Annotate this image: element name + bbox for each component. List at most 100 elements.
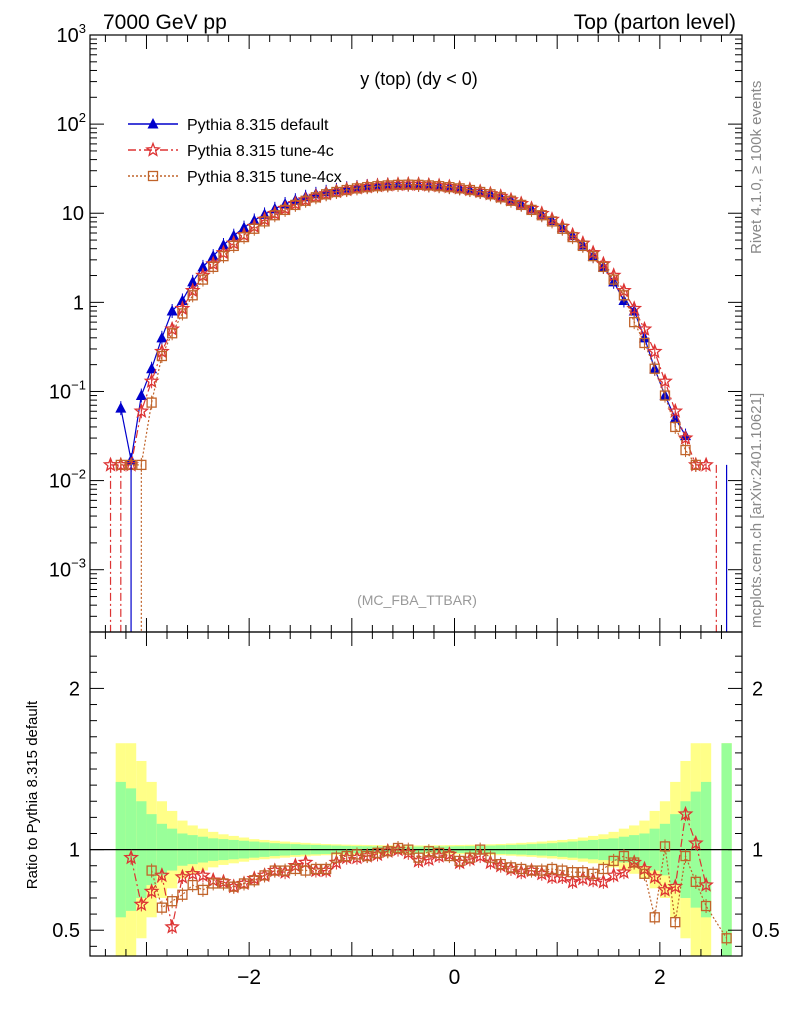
ratio-ylabel: Ratio to Pythia 8.315 default bbox=[24, 700, 41, 889]
ratio-tune-4c-point bbox=[605, 867, 622, 883]
ratio-plot-panel: Ratio to Pythia 8.315 default bbox=[24, 700, 742, 956]
ratio-tune-4cx-point bbox=[608, 855, 619, 867]
rivet-label: Rivet 4.1.0, ≥ 100k events bbox=[748, 81, 765, 254]
main-tune-4c-point bbox=[143, 372, 160, 389]
ratio-tune-4cx-series bbox=[146, 839, 732, 946]
ratio-tune-4cx-point bbox=[516, 863, 527, 875]
main-ytick-label: 1 bbox=[73, 292, 84, 314]
ratio-tune-4cx-point bbox=[526, 865, 537, 876]
main-tune-4cx-point bbox=[187, 290, 198, 301]
ratio-tune-4cx-point bbox=[197, 884, 209, 896]
ratio-tune-4cx-point bbox=[454, 855, 465, 867]
ratio-tune-4cx-point bbox=[680, 850, 691, 862]
main-tune-4cx-point bbox=[392, 179, 404, 191]
main-tune-4cx-point bbox=[526, 204, 537, 216]
main-tune-4cx-point bbox=[433, 181, 445, 192]
ratio-tune-4cx-point bbox=[208, 878, 219, 889]
header-right: Top (parton level) bbox=[574, 11, 736, 34]
main-tune-4cx-point bbox=[475, 186, 486, 198]
main-ytick-label: 10−1 bbox=[49, 377, 86, 403]
ratio-tune-4c-point bbox=[615, 863, 632, 879]
ratio-xtick-label: 0 bbox=[449, 966, 461, 989]
main-tune-4cx-point bbox=[639, 337, 650, 349]
main-ytick-label: 10 bbox=[62, 203, 84, 225]
ratio-tune-4c-point bbox=[595, 873, 612, 889]
main-tune-4c-point bbox=[646, 343, 663, 359]
ratio-tune-4cx-point bbox=[156, 902, 168, 913]
ratio-tune-4cx-point bbox=[238, 878, 250, 889]
ratio-tune-4cx-point bbox=[146, 865, 157, 876]
main-tune-4c-point bbox=[657, 372, 673, 389]
main-tune-4cx-point bbox=[341, 184, 352, 196]
main-tune-4c-point bbox=[677, 429, 694, 445]
ratio-tune-4c-point bbox=[143, 883, 160, 899]
ratio-tune-4cx-point bbox=[444, 850, 455, 862]
main-tune-4cx-point bbox=[618, 290, 630, 301]
main-tune-4cx-point bbox=[269, 210, 280, 221]
main-tune-4cx-point bbox=[557, 223, 568, 234]
main-tune-4cx-point bbox=[238, 231, 250, 243]
ratio-tune-4c-point bbox=[564, 873, 581, 889]
main-tune-4cx-point bbox=[690, 459, 701, 471]
main-tune-4cx-point bbox=[567, 231, 578, 243]
ratio-tune-4cx-point bbox=[649, 912, 660, 923]
main-tune-4cx-point bbox=[403, 179, 414, 190]
main-tune-4cx-point bbox=[218, 250, 229, 262]
main-tune-4cx-point bbox=[649, 363, 660, 374]
ratio-tune-4cx-point bbox=[485, 852, 496, 863]
main-tune-4cx-point bbox=[670, 421, 681, 433]
ratio-tune-4c-point bbox=[154, 867, 170, 883]
ratio-tune-4cx-point bbox=[629, 857, 640, 868]
main-ytick-label: 10−2 bbox=[49, 467, 86, 493]
ratio-plot-frame bbox=[89, 631, 743, 957]
main-tune-4c-point bbox=[133, 402, 150, 418]
ratio-tune-4cx-point bbox=[495, 858, 506, 870]
main-tune-4cx-point bbox=[208, 261, 219, 273]
ratio-tune-4cx-point bbox=[290, 863, 301, 875]
ratio-tune-4c-point bbox=[698, 876, 714, 892]
ratio-tune-4cx-point bbox=[177, 889, 188, 900]
main-tune-4cx-point bbox=[351, 183, 363, 194]
ratio-tune-4cx-point bbox=[341, 850, 352, 862]
main-tune-4cx-point bbox=[516, 199, 527, 211]
main-tune-4cx-point bbox=[290, 199, 301, 211]
ratio-ytick-label-right: 0.5 bbox=[752, 920, 780, 942]
main-tune-4cx-point bbox=[310, 192, 322, 203]
ratio-tune-4cx-point bbox=[536, 865, 547, 876]
main-default-point bbox=[156, 331, 168, 343]
main-default-point bbox=[115, 402, 127, 413]
main-tune-4c-point bbox=[626, 300, 643, 316]
analysis-annotation: (MC_FBA_TTBAR) bbox=[357, 592, 477, 608]
main-tune-4cx-point bbox=[423, 180, 434, 191]
mcplots-label: mcplots.cern.ch [arXiv:2401.10621] bbox=[748, 393, 765, 628]
ratio-tune-4cx-point bbox=[166, 896, 178, 907]
main-default-point bbox=[166, 304, 178, 316]
ratio-tune-4cx-point bbox=[403, 844, 414, 855]
ratio-tune-4cx-point bbox=[700, 900, 712, 912]
ratio-tune-4cx-point bbox=[310, 863, 322, 875]
main-tune-4cx-point bbox=[146, 397, 157, 408]
ratio-tune-4cx-point bbox=[279, 865, 291, 876]
main-tune-4cx-point bbox=[372, 181, 383, 192]
main-default-point bbox=[197, 260, 209, 272]
ratio-tune-4cx-point bbox=[475, 844, 486, 855]
ratio-tune-4c-point bbox=[123, 849, 140, 865]
main-default-point bbox=[135, 389, 147, 401]
ratio-tune-4cx-point bbox=[300, 865, 311, 876]
ratio-tune-4cx-point bbox=[690, 876, 701, 888]
main-tune-4cx-point bbox=[228, 240, 239, 252]
ratio-ytick-label-right: 1 bbox=[752, 840, 763, 862]
main-tune-4cx-point bbox=[444, 182, 455, 193]
ratio-tune-4cx-point bbox=[598, 863, 609, 875]
ratio-tune-4cx-point bbox=[557, 865, 568, 876]
main-tune-4cx-point bbox=[495, 192, 506, 203]
ratio-xtick-label: 2 bbox=[654, 966, 666, 989]
ratio-tune-4cx-point bbox=[331, 852, 342, 863]
ratio-tune-4cx-point bbox=[433, 847, 445, 858]
main-default-point bbox=[217, 239, 229, 250]
main-plot-panel: y (top) (dy < 0) (MC_FBA_TTBAR) Pythia 8… bbox=[102, 69, 728, 632]
ratio-tune-4cx-point bbox=[259, 870, 270, 881]
ratio-tune-4cx-point bbox=[423, 846, 434, 857]
ratio-tune-4c-point bbox=[164, 918, 180, 934]
ratio-tune-4c-point bbox=[195, 867, 211, 883]
